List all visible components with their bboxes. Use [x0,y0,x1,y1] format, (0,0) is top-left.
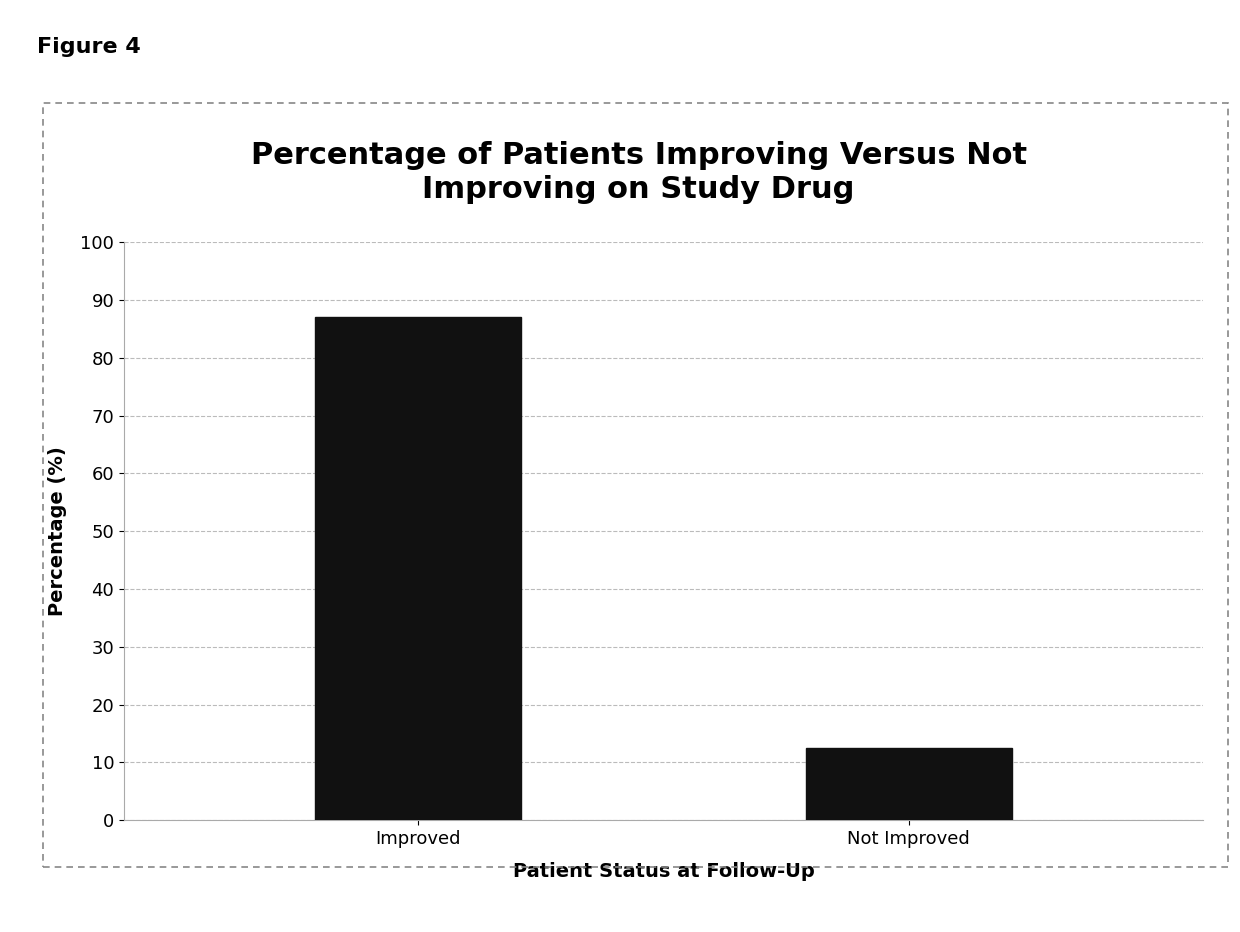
Y-axis label: Percentage (%): Percentage (%) [47,446,67,616]
Text: Figure 4: Figure 4 [37,37,141,57]
Text: Percentage of Patients Improving Versus Not
Improving on Study Drug: Percentage of Patients Improving Versus … [250,141,1027,204]
Bar [806,747,1012,820]
Bar [315,318,521,820]
X-axis label: Patient Status at Follow-Up: Patient Status at Follow-Up [512,862,815,881]
